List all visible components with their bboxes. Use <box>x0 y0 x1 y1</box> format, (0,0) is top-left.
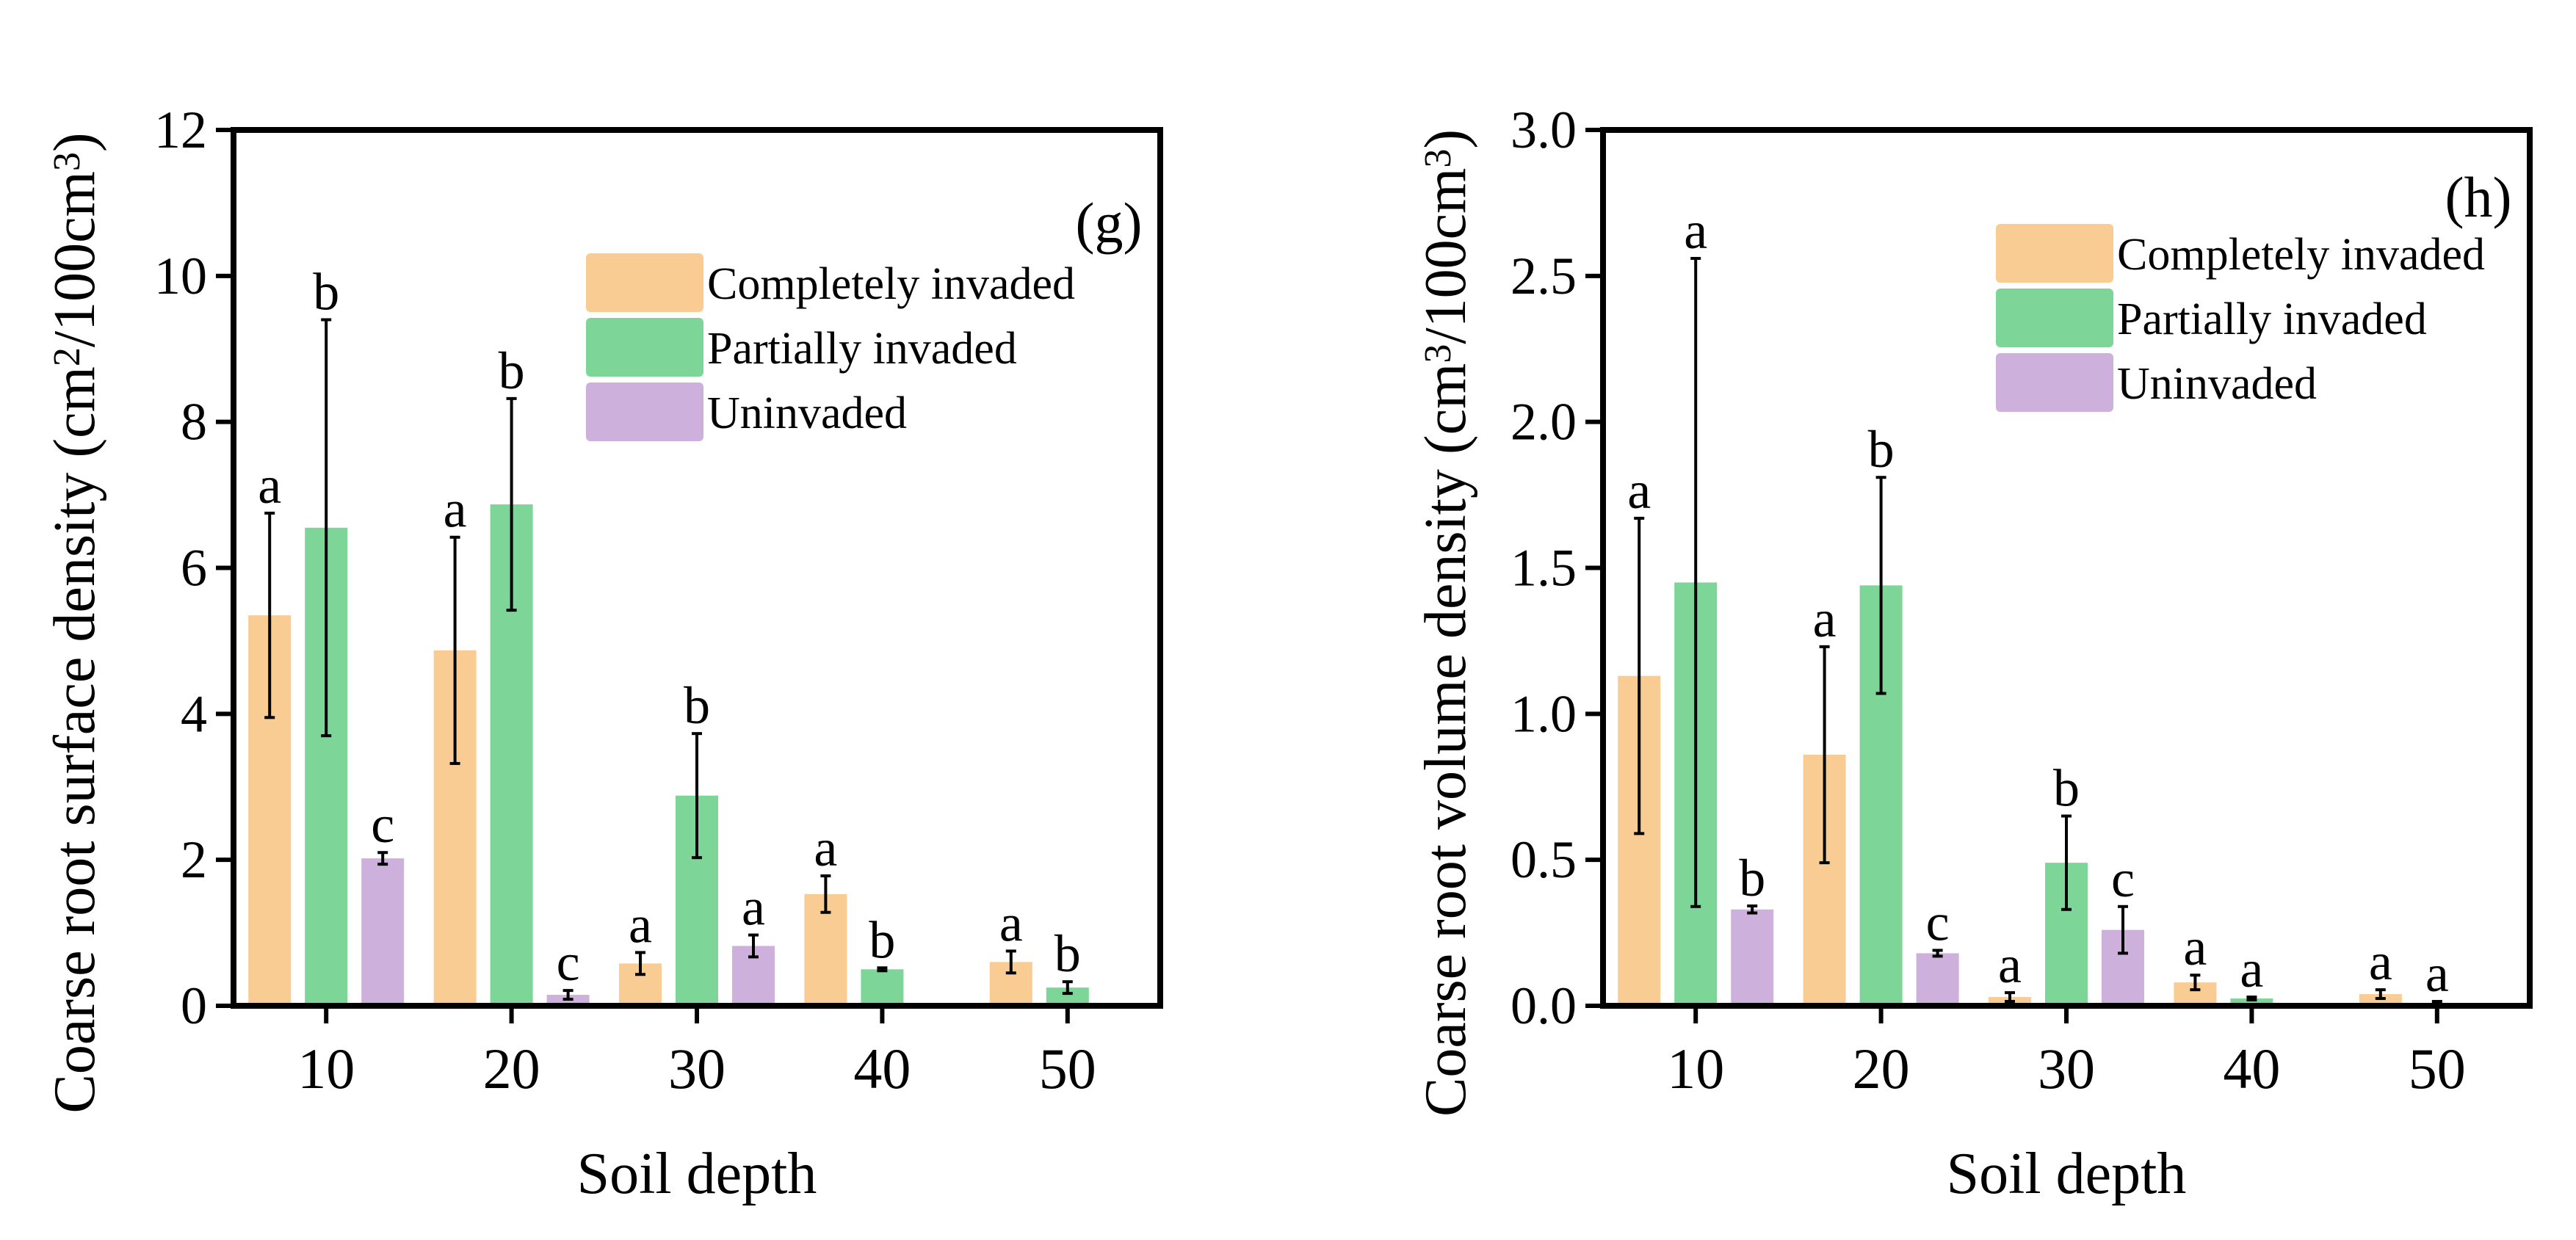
legend-label-partially: Partially invaded <box>2117 294 2427 344</box>
y-tick-label: 6 <box>181 539 207 598</box>
y-tick-label: 0 <box>181 976 207 1035</box>
x-tick-label: 30 <box>2038 1037 2095 1101</box>
significance-letter: a <box>2425 944 2449 1003</box>
significance-letter: b <box>1868 420 1895 479</box>
x-axis-title: Soil depth <box>577 1142 817 1206</box>
significance-letter: a <box>444 480 467 539</box>
significance-letter: c <box>557 933 580 992</box>
legend-label-uninvaded: Uninvaded <box>2117 359 2317 409</box>
y-tick-label: 2.5 <box>1510 247 1577 305</box>
legend-swatch-uninvaded <box>1996 353 2113 412</box>
x-tick-label: 40 <box>2223 1037 2280 1101</box>
significance-letter: a <box>814 819 837 877</box>
x-tick-label: 10 <box>1667 1037 1724 1101</box>
y-axis-title-ylabel_sup1: 3 <box>1417 344 1459 363</box>
x-tick-label: 20 <box>483 1037 540 1101</box>
x-axis-title: Soil depth <box>1947 1142 2187 1206</box>
y-tick-label: 2 <box>181 830 207 889</box>
y-axis-title-ylabel_main: Coarse root surface density (cm <box>43 366 107 1113</box>
y-tick-label: 12 <box>154 101 207 159</box>
bar-partially-40 <box>861 969 904 1006</box>
panel-label: (g) <box>1076 191 1143 255</box>
y-tick-label: 4 <box>181 684 207 743</box>
y-tick-label: 8 <box>181 393 207 452</box>
significance-letter: a <box>999 893 1023 952</box>
y-tick-label: 1.5 <box>1510 539 1577 598</box>
significance-letter: b <box>869 910 895 969</box>
y-axis-title: Coarse root surface density (cm2/100cm3) <box>43 132 107 1113</box>
y-tick-label: 0.5 <box>1510 830 1577 889</box>
significance-letter: a <box>2240 940 2263 998</box>
significance-letter: b <box>1739 849 1765 907</box>
significance-letter: c <box>2111 849 2135 908</box>
x-tick-label: 50 <box>2409 1037 2466 1101</box>
significance-letter: a <box>1684 201 1707 260</box>
significance-letter: b <box>684 676 710 735</box>
y-axis-title-ylabel_sup2: 3 <box>46 152 88 171</box>
significance-letter: a <box>1627 461 1651 520</box>
significance-letter: b <box>313 262 339 321</box>
bar-uninvaded-20 <box>1916 953 1959 1006</box>
y-axis-title-ylabel_sup2: 3 <box>1417 149 1459 168</box>
legend-label-uninvaded: Uninvaded <box>707 388 907 438</box>
significance-letter: a <box>629 895 652 954</box>
y-axis-title-ylabel_mid: /100cm <box>43 171 107 347</box>
y-tick-label: 10 <box>154 247 207 305</box>
legend-swatch-completely <box>586 253 703 312</box>
x-tick-label: 40 <box>853 1037 911 1101</box>
significance-letter: b <box>2053 759 2080 818</box>
x-tick-label: 10 <box>297 1037 355 1101</box>
panel-label: (h) <box>2445 165 2512 229</box>
legend: Completely invaded Partially invaded Uninv… <box>586 253 1075 441</box>
bar-uninvaded-10 <box>1731 909 1774 1006</box>
y-tick-label: 0.0 <box>1510 976 1577 1035</box>
y-tick-label: 1.0 <box>1510 684 1577 743</box>
significance-letter: c <box>1926 893 1950 951</box>
significance-letter: c <box>371 795 394 854</box>
legend-swatch-partially <box>586 318 703 377</box>
legend-swatch-completely <box>1996 224 2113 283</box>
y-axis-title-ylabel_end: ) <box>43 132 107 152</box>
significance-letter: b <box>1054 924 1081 983</box>
y-axis-title-ylabel_mid: /100cm <box>1414 168 1478 344</box>
bar-uninvaded-10 <box>361 858 405 1006</box>
x-tick-label: 20 <box>1853 1037 1910 1101</box>
legend-swatch-uninvaded <box>586 382 703 441</box>
bar-partially-40 <box>2230 998 2273 1006</box>
x-tick-label: 30 <box>668 1037 726 1101</box>
significance-letter: a <box>742 878 765 937</box>
significance-letter: a <box>1813 590 1837 648</box>
legend-label-completely: Completely invaded <box>707 259 1075 309</box>
legend: Completely invaded Partially invaded Uninv… <box>1996 224 2485 412</box>
significance-letter: a <box>1998 935 2022 994</box>
y-axis-title-ylabel_end: ) <box>1414 129 1478 149</box>
x-tick-label: 50 <box>1039 1037 1096 1101</box>
significance-letter: a <box>2183 918 2207 976</box>
y-axis-title-ylabel_main: Coarse root volume density (cm <box>1414 363 1478 1117</box>
legend-label-completely: Completely invaded <box>2117 230 2485 280</box>
legend-label-partially: Partially invaded <box>707 324 1017 374</box>
significance-letter: a <box>258 456 281 515</box>
legend-swatch-partially <box>1996 289 2113 347</box>
significance-letter: a <box>2369 932 2392 991</box>
y-axis-title: Coarse root volume density (cm3/100cm3) <box>1414 129 1478 1117</box>
y-tick-label: 3.0 <box>1510 101 1577 159</box>
significance-letter: b <box>499 341 525 400</box>
y-tick-label: 2.0 <box>1510 393 1577 452</box>
y-axis-title-ylabel_sup1: 2 <box>46 347 88 366</box>
